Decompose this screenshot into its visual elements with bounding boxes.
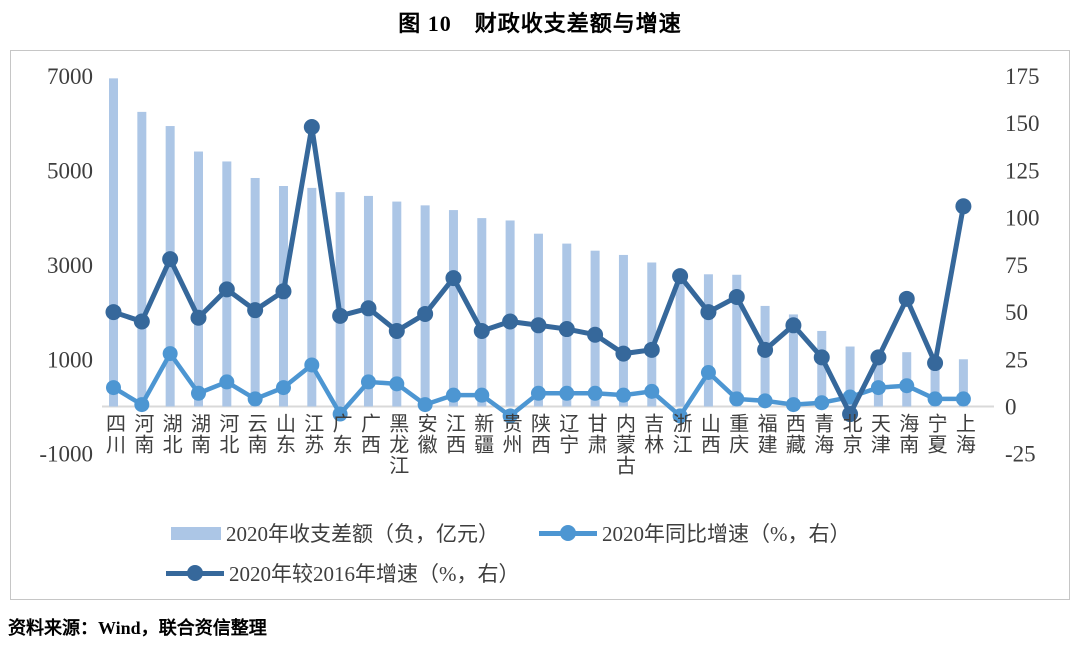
chart-svg: 7000 5000 3000 1000 -1000 175 150 125 100 75 50 25 0…	[39, 64, 1040, 467]
svg-text:175: 175	[1005, 64, 1040, 89]
line-dot-swatch-icon	[166, 565, 224, 581]
chart-legend: 2020年收支差额（负，亿元） 2020年同比增速（%，右） 2020年较201…	[11, 513, 1069, 593]
legend-row-2: 2020年较2016年增速（%，右）	[166, 553, 1069, 593]
svg-text:150: 150	[1005, 111, 1040, 136]
svg-text:1000: 1000	[47, 347, 93, 372]
svg-text:-1000: -1000	[39, 442, 93, 467]
svg-text:100: 100	[1005, 206, 1040, 231]
svg-text:25: 25	[1005, 347, 1028, 372]
legend-label-yoy: 2020年同比增速（%，右）	[602, 522, 851, 546]
figure-title: 图 10 财政收支差额与增速	[398, 11, 682, 36]
svg-text:7000: 7000	[47, 64, 93, 89]
svg-text:3000: 3000	[47, 253, 93, 278]
legend-row-1: 2020年收支差额（负，亿元） 2020年同比增速（%，右）	[171, 513, 1069, 553]
svg-text:5000: 5000	[47, 158, 93, 183]
svg-text:75: 75	[1005, 253, 1028, 278]
legend-label-vs2016: 2020年较2016年增速（%，右）	[229, 562, 520, 586]
svg-text:0: 0	[1005, 394, 1017, 419]
line-dot-swatch-icon	[539, 525, 597, 541]
svg-text:50: 50	[1005, 300, 1028, 325]
legend-item-yoy: 2020年同比增速（%，右）	[539, 518, 851, 548]
bar-swatch-icon	[171, 526, 221, 540]
source-note: 资料来源：Wind，联合资信整理	[8, 618, 267, 638]
legend-item-balance: 2020年收支差额（负，亿元）	[171, 518, 499, 548]
legend-label-balance: 2020年收支差额（负，亿元）	[226, 522, 499, 546]
svg-text:-25: -25	[1005, 442, 1036, 467]
svg-text:125: 125	[1005, 158, 1040, 183]
chart-area: 7000 5000 3000 1000 -1000 175 150 125 100 75 50 25 0…	[10, 50, 1070, 600]
legend-item-vs2016: 2020年较2016年增速（%，右）	[166, 558, 520, 588]
